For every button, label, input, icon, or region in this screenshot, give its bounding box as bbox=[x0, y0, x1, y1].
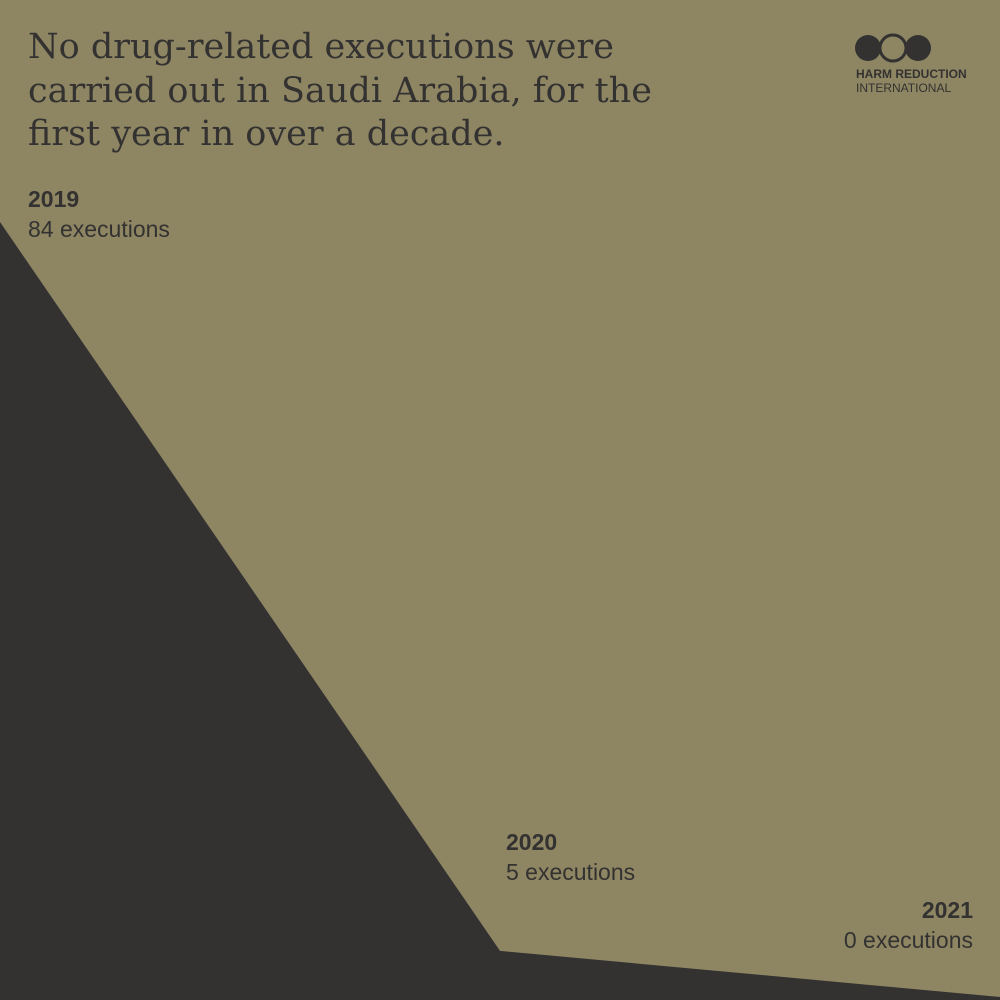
chart-title: No drug-related executions were bbox=[28, 27, 614, 67]
logo-circle bbox=[855, 35, 881, 61]
year-label: 2020 bbox=[506, 829, 557, 855]
logo: HARM REDUCTION INTERNATIONAL bbox=[855, 33, 967, 95]
year-label: 2021 bbox=[922, 897, 973, 923]
logo-circle bbox=[905, 35, 931, 61]
chart-title: carried out in Saudi Arabia, for the bbox=[28, 71, 652, 111]
value-label: 84 executions bbox=[28, 216, 170, 242]
value-label: 0 executions bbox=[844, 927, 973, 953]
area bbox=[0, 222, 1000, 1000]
chart-title: first year in over a decade. bbox=[28, 114, 505, 154]
logo-text: HARM REDUCTION bbox=[856, 67, 967, 81]
logo-text: INTERNATIONAL bbox=[856, 81, 951, 95]
year-label: 2019 bbox=[28, 186, 79, 212]
value-label: 5 executions bbox=[506, 859, 635, 885]
